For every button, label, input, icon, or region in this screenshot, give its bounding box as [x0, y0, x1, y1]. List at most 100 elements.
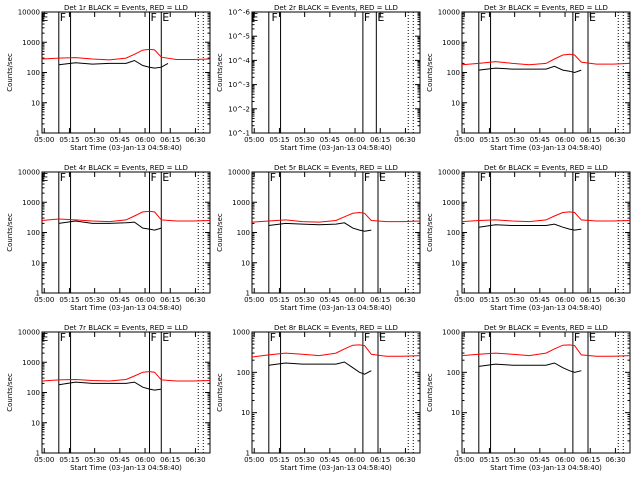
panel-det-5: Det 5r BLACK = Events, RED = LLD 1 10 100 10…	[216, 164, 421, 312]
series-line-events	[268, 222, 372, 232]
y-tick-label: 10^-1	[228, 130, 250, 138]
x-tick-label: 06:15	[580, 136, 600, 144]
x-tick-label: 05:15	[479, 296, 499, 304]
x-tick-label: 06:00	[135, 456, 155, 464]
x-tick-label: 06:15	[370, 456, 390, 464]
flag-letter: E	[589, 171, 596, 184]
series-line-lld	[251, 344, 421, 358]
y-axis-label: Counts/sec	[6, 53, 14, 92]
x-tick-label: 06:15	[370, 296, 390, 304]
flag-letter: F	[271, 11, 277, 24]
panel-det-3: Det 3r BLACK = Events, RED = LLD 1 10 100 10…	[426, 4, 631, 152]
x-tick-label: 05:00	[244, 456, 264, 464]
x-tick-label: 05:30	[295, 456, 315, 464]
y-tick-label: 10	[31, 99, 40, 107]
panel-title: Det 5r BLACK = Events, RED = LLD	[274, 164, 398, 172]
x-tick-label: 05:00	[34, 136, 54, 144]
flag-letter: E	[589, 331, 596, 344]
series-line-lld	[461, 53, 631, 66]
x-tick-label: 05:15	[59, 456, 79, 464]
y-tick-label: 100	[447, 229, 460, 237]
flag-letter: F	[574, 171, 580, 184]
panel-det-1: Det 1r BLACK = Events, RED = LLD 1 10 100 10…	[6, 4, 211, 152]
flag-letter: F	[480, 171, 486, 184]
x-tick-label: 05:30	[85, 296, 105, 304]
x-tick-label: 05:45	[110, 456, 130, 464]
flag-letter: F	[574, 331, 580, 344]
flag-letter: E	[41, 331, 48, 344]
flag-letter: E	[379, 331, 386, 344]
x-tick-label: 06:00	[555, 456, 575, 464]
series-line-lld	[251, 211, 421, 223]
panel-title: Det 3r BLACK = Events, RED = LLD	[484, 4, 608, 12]
x-tick-label: 05:15	[479, 456, 499, 464]
x-tick-label: 05:15	[269, 296, 289, 304]
flag-letter: F	[151, 331, 157, 344]
series-line-events	[478, 223, 582, 231]
panel-title: Det 2r BLACK = Events, RED = LLD	[274, 4, 398, 12]
x-tick-label: 06:15	[370, 136, 390, 144]
x-tick-label: 06:30	[185, 456, 205, 464]
x-tick-label: 05:00	[454, 296, 474, 304]
y-tick-label: 100	[27, 69, 40, 77]
x-axis-label: Start Time (03-Jan-13 04:58:40)	[490, 144, 602, 152]
y-tick-label: 1	[456, 450, 460, 458]
y-tick-label: 1	[456, 130, 460, 138]
flag-letter: F	[364, 11, 370, 24]
x-tick-label: 06:30	[395, 136, 415, 144]
x-tick-label: 05:30	[295, 296, 315, 304]
y-tick-label: 10000	[228, 169, 250, 177]
x-tick-label: 06:15	[160, 296, 180, 304]
y-tick-label: 10	[451, 99, 460, 107]
y-tick-label: 1000	[232, 199, 250, 207]
y-tick-label: 10000	[18, 169, 40, 177]
y-tick-label: 10^-3	[228, 81, 250, 89]
y-tick-label: 1	[36, 290, 40, 298]
flag-letter: F	[364, 171, 370, 184]
y-tick-label: 1000	[22, 199, 40, 207]
x-axis-label: Start Time (03-Jan-13 04:58:40)	[490, 304, 602, 312]
flag-letter: E	[41, 171, 48, 184]
y-tick-label: 10000	[18, 9, 40, 17]
x-tick-label: 06:30	[395, 296, 415, 304]
x-tick-label: 05:15	[59, 136, 79, 144]
series-line-events	[58, 220, 162, 231]
x-axis-label: Start Time (03-Jan-13 04:58:40)	[280, 304, 392, 312]
y-tick-label: 1000	[442, 39, 460, 47]
x-tick-label: 05:45	[530, 136, 550, 144]
series-line-lld	[41, 210, 211, 223]
series-line-lld	[41, 48, 211, 61]
x-tick-label: 05:00	[34, 296, 54, 304]
plot-frame	[461, 331, 631, 454]
y-tick-label: 1000	[232, 329, 250, 337]
plot-frame	[41, 171, 211, 294]
y-tick-label: 100	[447, 369, 460, 377]
x-tick-label: 05:45	[320, 136, 340, 144]
y-tick-label: 10	[241, 259, 250, 267]
flag-letter: E	[162, 331, 169, 344]
x-tick-label: 06:15	[160, 456, 180, 464]
y-tick-label: 1000	[442, 329, 460, 337]
series-line-events	[58, 59, 169, 69]
y-tick-label: 10^-4	[228, 57, 250, 65]
flag-letter: E	[377, 11, 384, 24]
plot-frame	[251, 11, 421, 134]
flag-letter: F	[480, 331, 486, 344]
panel-title: Det 6r BLACK = Events, RED = LLD	[484, 164, 608, 172]
y-tick-label: 1	[246, 290, 250, 298]
y-axis-label: Counts/sec	[216, 213, 224, 252]
x-tick-label: 05:45	[110, 296, 130, 304]
x-tick-label: 05:15	[269, 456, 289, 464]
x-tick-label: 06:00	[345, 136, 365, 144]
panel-det-6: Det 6r BLACK = Events, RED = LLD 1 10 100 10…	[426, 164, 631, 312]
flag-letter: F	[574, 11, 580, 24]
flag-letter: F	[270, 171, 276, 184]
x-tick-label: 05:15	[479, 136, 499, 144]
x-tick-label: 05:30	[295, 136, 315, 144]
y-tick-label: 1	[36, 130, 40, 138]
series-line-lld	[41, 371, 211, 382]
series-line-lld	[461, 211, 631, 223]
x-tick-label: 05:45	[110, 136, 130, 144]
